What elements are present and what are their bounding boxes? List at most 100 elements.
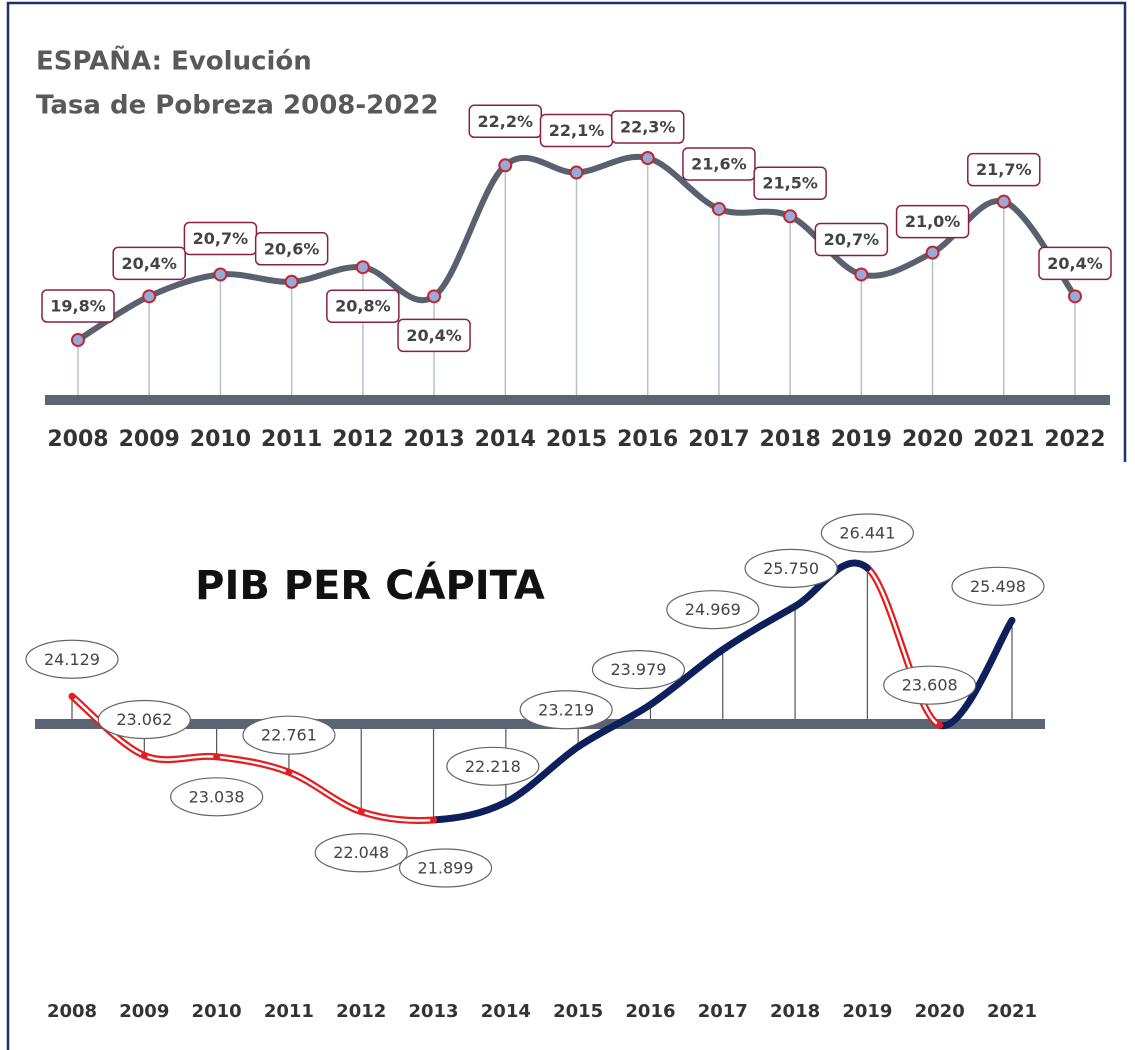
data-label: 21.899 [418, 859, 474, 878]
data-label: 23.608 [902, 676, 958, 695]
x-tick-label: 2020 [902, 427, 963, 452]
line-segment [433, 799, 508, 824]
x-tick-label: 2020 [915, 1001, 965, 1022]
point [502, 798, 510, 806]
x-tick-label: 2016 [617, 427, 678, 452]
line-segment-inner [866, 567, 941, 727]
point [640, 151, 655, 165]
data-label: 22.218 [465, 757, 521, 776]
point [430, 816, 438, 824]
data-label: 21,5% [762, 174, 818, 193]
data-label: 23.062 [116, 710, 172, 729]
line-segment [720, 603, 797, 653]
data-label: 22.048 [333, 843, 389, 862]
label-box [397, 318, 471, 353]
data-label: 23.219 [538, 700, 594, 719]
label-bubble [820, 513, 914, 553]
label-bubble [446, 746, 540, 786]
point [996, 194, 1011, 209]
line-segment-inner [288, 771, 362, 813]
line-segment [938, 618, 1015, 729]
chart-title: ESPAÑA: Evolución [36, 45, 312, 77]
x-tick-label: 2019 [831, 427, 892, 452]
point [863, 564, 871, 572]
label-bubble [951, 566, 1045, 606]
data-label: 23.038 [189, 787, 245, 806]
chart-subtitle: Tasa de Pobreza 2008-2022 [36, 91, 439, 121]
label-box [610, 110, 685, 144]
label-bubble [314, 833, 408, 873]
frame [6, 1, 1127, 1050]
x-tick-label: 2017 [688, 427, 749, 452]
label-box [326, 289, 400, 323]
data-label: 20,4% [406, 326, 462, 345]
point [142, 289, 157, 304]
data-label: 22.761 [261, 726, 317, 745]
data-label: 22,1% [549, 121, 605, 140]
label-box [814, 222, 889, 257]
data-label: 21,7% [976, 160, 1032, 179]
point [711, 201, 726, 216]
point [719, 646, 727, 654]
point [71, 333, 85, 347]
point [284, 274, 299, 289]
chart-title: PIB PER CÁPITA [195, 561, 545, 609]
point [140, 751, 148, 759]
data-label: 24.129 [44, 650, 100, 669]
data-label: 20,6% [264, 239, 320, 258]
label-bubble [591, 649, 686, 690]
label-box [895, 204, 970, 239]
point [213, 267, 228, 282]
x-tick-label: 2008 [47, 1001, 97, 1022]
label-bubble [744, 548, 838, 588]
baseline [45, 395, 1110, 405]
data-label: 20,8% [335, 297, 391, 316]
data-label: 20,7% [193, 229, 249, 248]
x-tick-label: 2010 [192, 1001, 242, 1022]
line-segment-inner [216, 755, 290, 774]
x-tick-label: 2019 [842, 1001, 892, 1022]
label-box [254, 232, 329, 266]
x-tick-label: 2017 [698, 1001, 748, 1022]
label-box [753, 166, 827, 200]
label-bubble [25, 639, 119, 679]
data-label: 22,2% [478, 112, 534, 131]
label-bubble [666, 590, 760, 630]
point [1008, 616, 1016, 624]
x-tick-label: 2012 [332, 427, 393, 452]
point [213, 753, 221, 761]
point [357, 808, 365, 816]
x-tick-label: 2022 [1044, 427, 1105, 452]
data-label: 26.441 [839, 524, 895, 543]
x-tick-label: 2013 [408, 1001, 458, 1022]
x-tick-label: 2015 [553, 1001, 603, 1022]
x-tick-label: 2011 [264, 1001, 314, 1022]
point [854, 267, 869, 282]
data-label: 21,6% [691, 154, 747, 173]
data-label: 21,0% [905, 212, 961, 231]
data-label: 20,7% [824, 230, 880, 249]
x-tick-label: 2009 [119, 1001, 169, 1022]
x-tick-label: 2018 [770, 1001, 820, 1022]
x-tick-label: 2014 [475, 427, 536, 452]
point [1068, 289, 1082, 304]
point [498, 158, 513, 173]
data-label: 23.979 [610, 660, 666, 679]
label-bubble [97, 699, 191, 740]
x-tick-label: 2008 [47, 427, 108, 452]
point [68, 692, 76, 700]
line-segment-inner [143, 754, 217, 761]
point [783, 209, 798, 224]
line-segment [504, 743, 581, 806]
x-tick-label: 2015 [546, 427, 607, 452]
x-tick-label: 2012 [336, 1001, 386, 1022]
x-tick-label: 2009 [119, 427, 180, 452]
point [574, 743, 582, 751]
data-label: 24.969 [685, 600, 741, 619]
point [646, 701, 654, 709]
point [569, 165, 584, 180]
label-bubble [398, 848, 493, 888]
data-label: 25.750 [763, 559, 819, 578]
x-tick-label: 2018 [760, 427, 821, 452]
line-segment [576, 701, 653, 750]
